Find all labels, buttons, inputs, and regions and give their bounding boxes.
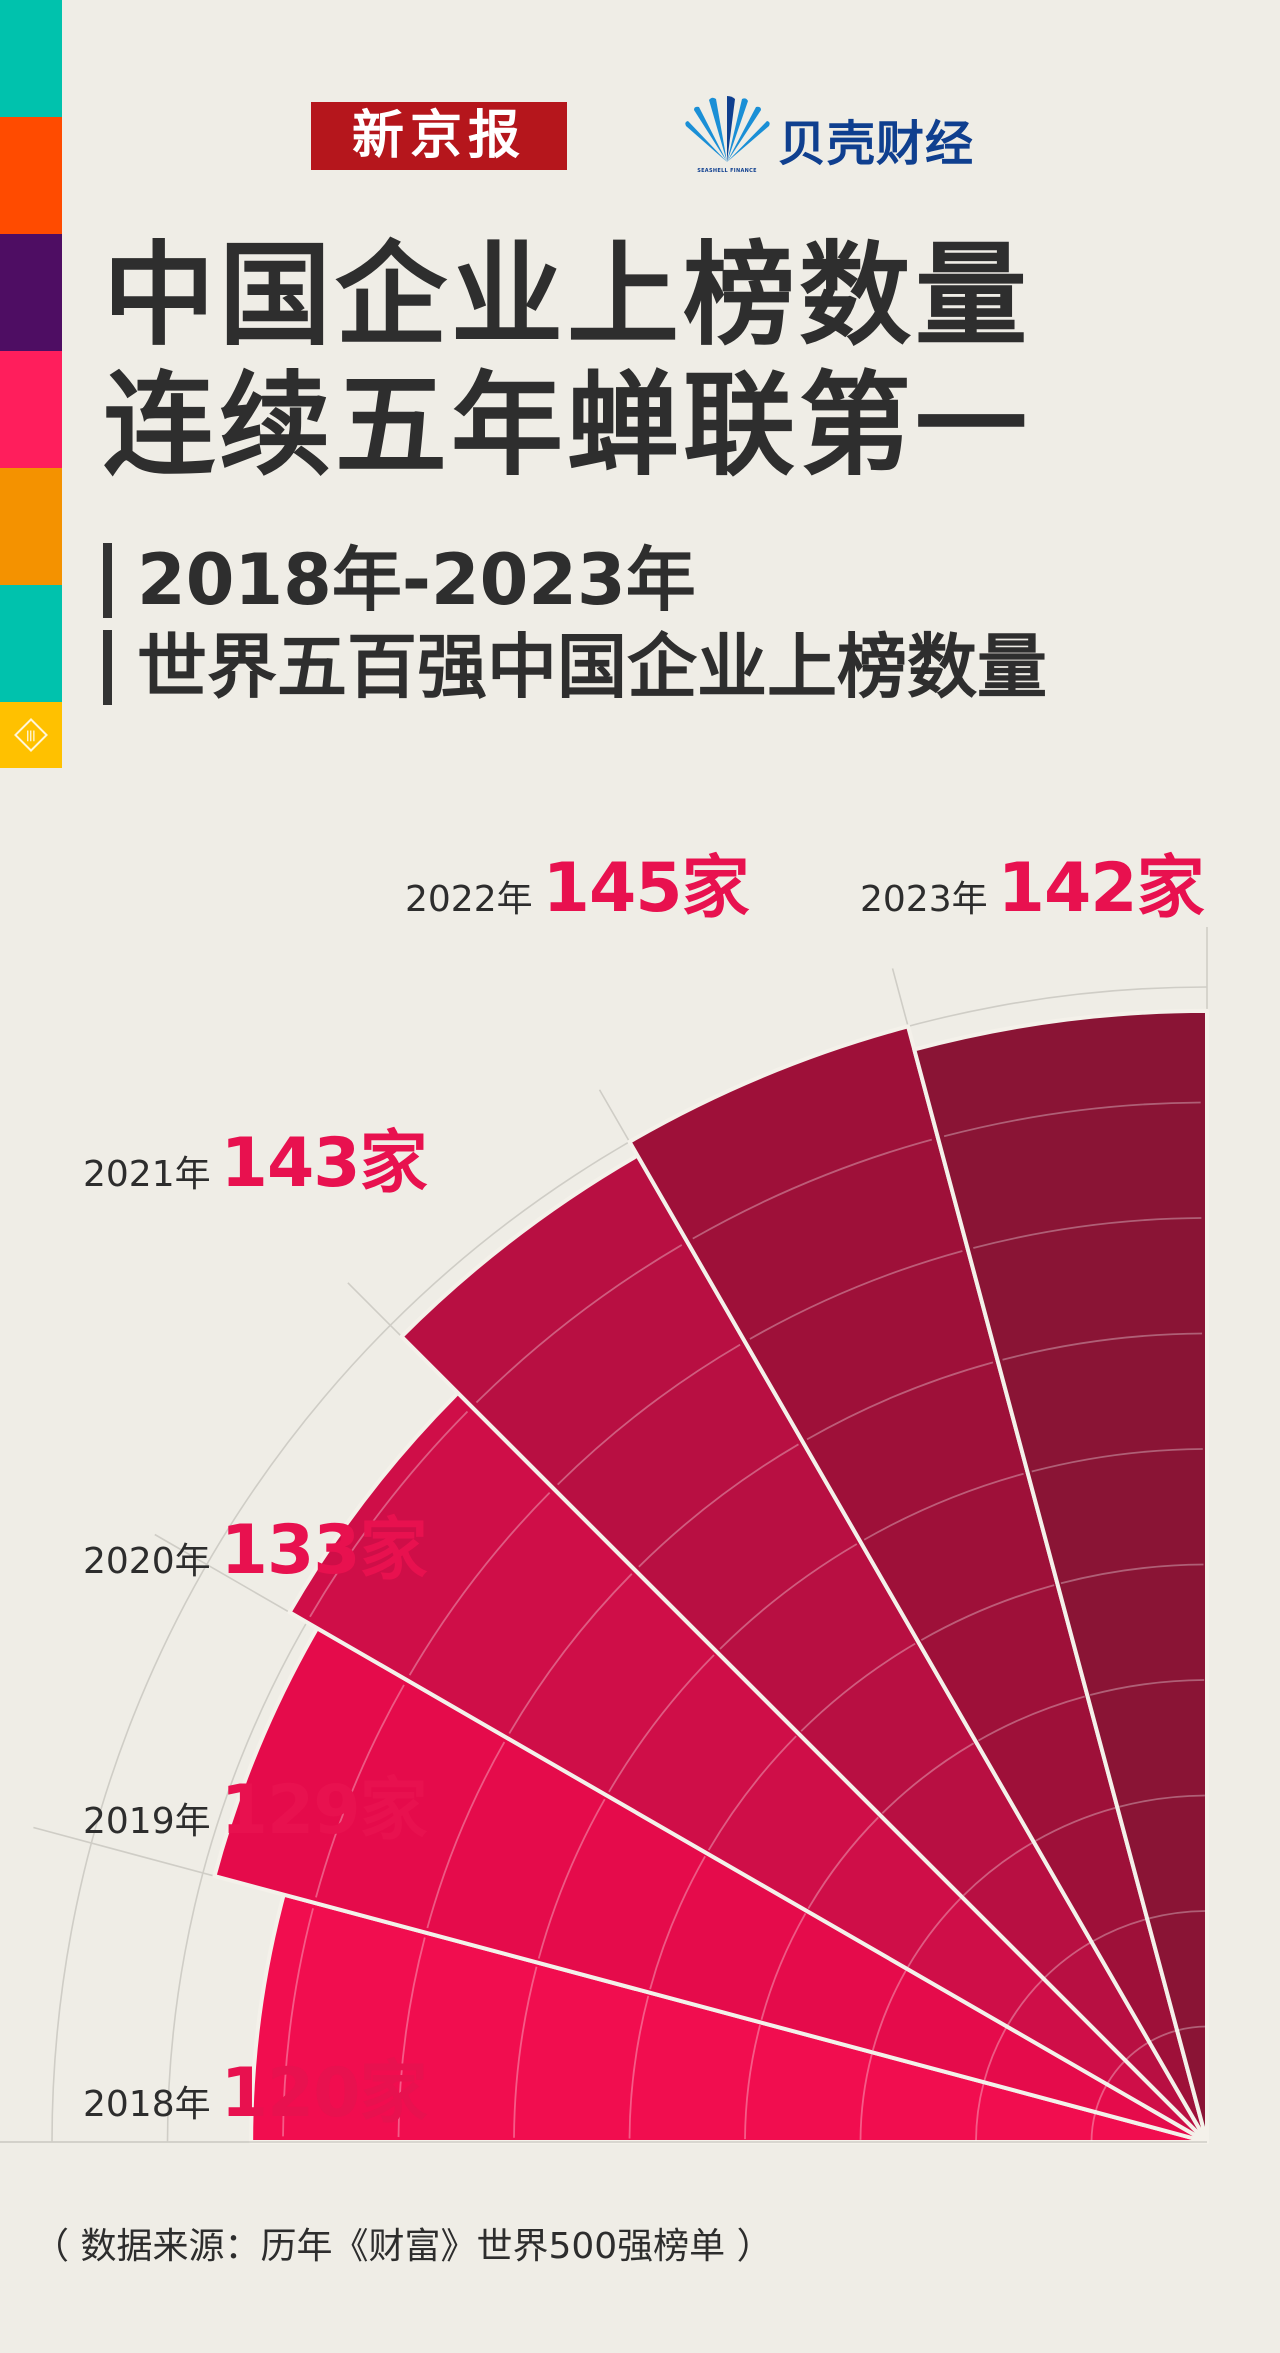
bar-2021年: [399, 1153, 1209, 2144]
subtitle-bar-1: [103, 543, 112, 618]
seashell-name: 贝壳财经: [778, 116, 975, 172]
bar-2022年: [627, 1024, 1209, 2144]
subtitle-bar-2: [103, 630, 112, 705]
stripe-segment: [0, 351, 62, 468]
category-label: 2023年: [860, 879, 988, 920]
category-label: 2022年: [405, 879, 533, 920]
bar-ring: [881, 1742, 975, 1814]
bar-ring: [806, 1361, 994, 1441]
bar-ring: [978, 1695, 1085, 1742]
data-source: （ 数据来源：历年《财富》世界500强榜单 ）: [33, 2226, 773, 2267]
bar-ring: [426, 1741, 506, 1929]
bar-ring: [973, 1217, 1202, 1249]
bar-ring: [1119, 1794, 1205, 1808]
category-label: 2019年: [83, 1801, 211, 1842]
bar-ring: [692, 1138, 933, 1240]
bar-ring: [943, 1101, 1201, 1138]
category-label: 2021年: [83, 1154, 211, 1195]
bar-ring: [1035, 1806, 1116, 1842]
bar-ring: [744, 2024, 761, 2140]
bar-ring: [1092, 1918, 1147, 1943]
bar-ring: [513, 1966, 538, 2138]
bar-ring: [1031, 1448, 1203, 1473]
bar-ring: [649, 1855, 706, 1990]
bar-ring: [1060, 1563, 1204, 1585]
xinjingbao-logo: 新京报: [311, 102, 567, 170]
title-line-2: 连续五年蝉联第一: [103, 361, 1031, 491]
bar-ring: [608, 1654, 715, 1793]
stripe-segment: [0, 0, 62, 117]
data-label-2019年: 2019年 129家: [83, 1777, 428, 1845]
bar-ring: [807, 1816, 879, 1910]
value-label: 145家: [542, 849, 750, 928]
bar-ring: [1006, 1979, 1044, 2026]
bar-ring: [475, 1244, 683, 1404]
bar-2020年: [287, 1390, 1209, 2144]
bar-ring: [707, 1735, 797, 1851]
value-label: 133家: [220, 1511, 428, 1590]
color-stripe: |||: [0, 0, 62, 768]
value-label: 120家: [220, 2054, 428, 2133]
data-label-2022年: 2022年 145家: [405, 855, 750, 923]
bar-ring: [1148, 1910, 1206, 1920]
bar-2023年: [912, 1008, 1209, 2144]
seashell-icon: SEASHELL FINANCE: [680, 96, 774, 174]
seashell-small-text: SEASHELL FINANCE: [697, 168, 757, 174]
bar-ring: [315, 1684, 405, 1898]
bar-ring: [1177, 2025, 1207, 2032]
bar-ring: [975, 2083, 985, 2141]
category-label: 2020年: [83, 1541, 211, 1582]
bar-ring: [1089, 1679, 1205, 1696]
bar-ring: [537, 1798, 606, 1959]
value-label: 129家: [220, 1771, 428, 1850]
bar-ring: [983, 2027, 1008, 2082]
stripe-segment: [0, 117, 62, 234]
category-label: 2018年: [83, 2084, 211, 2125]
bar-ring: [920, 1584, 1055, 1641]
stripe-segment: |||: [0, 702, 62, 768]
subtitle-line-1: 2018年-2023年: [137, 539, 696, 621]
bar-ring: [907, 1897, 962, 1968]
bar-ring: [760, 1913, 807, 2020]
seashell-finance-logo: SEASHELL FINANCE 贝壳财经: [680, 96, 974, 174]
bar-ring: [859, 2054, 873, 2140]
stripe-segment: [0, 234, 62, 351]
bar-ring: [628, 1995, 650, 2139]
title-line-1: 中国企业上榜数量: [103, 231, 1031, 361]
bar-ring: [397, 1937, 426, 2138]
bar-ring: [871, 1970, 907, 2051]
value-label: 142家: [997, 849, 1205, 928]
bar-2018年: [249, 1892, 1209, 2144]
bar-ring: [962, 1842, 1033, 1897]
stripe-segment: [0, 468, 62, 585]
value-label: 143家: [220, 1124, 428, 1203]
bar-ring: [508, 1573, 633, 1734]
data-label-2020年: 2020年 133家: [83, 1517, 428, 1585]
bar-ring: [863, 1472, 1024, 1541]
bar-ring: [557, 1343, 741, 1486]
bar-ring: [282, 1908, 314, 2137]
bar-ring: [719, 1543, 858, 1650]
data-label-2021年: 2021年 143家: [83, 1130, 428, 1198]
bar-ring: [408, 1492, 551, 1676]
bar-ring: [749, 1250, 963, 1340]
data-label-2018年: 2018年 120家: [83, 2060, 428, 2128]
bar-ring: [1002, 1332, 1203, 1361]
subtitle-line-2: 世界五百强中国企业上榜数量: [137, 626, 1047, 708]
bar-ring: [309, 1410, 469, 1618]
bar-2019年: [212, 1626, 1209, 2144]
stripe-segment: [0, 585, 62, 702]
bar-ring: [800, 1642, 916, 1732]
data-label-2023年: 2023年 142家: [860, 855, 1205, 923]
bar-ring: [638, 1443, 799, 1568]
bar-ring: [1044, 1941, 1091, 1979]
